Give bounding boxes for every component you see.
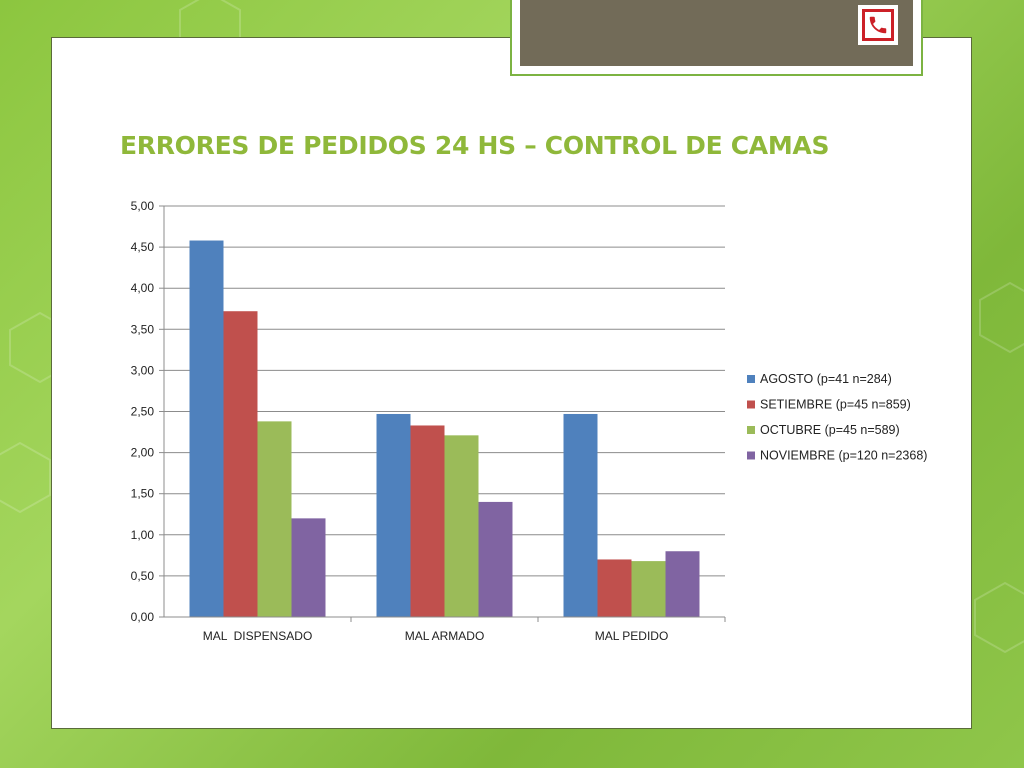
legend-swatch [747, 375, 755, 383]
header-tab [510, 0, 923, 76]
phone-logo-frame [862, 9, 894, 41]
header-bar [520, 0, 913, 66]
y-tick-label: 3,00 [131, 363, 155, 377]
y-tick-label: 1,00 [131, 528, 155, 542]
bar [563, 413, 598, 617]
legend-swatch [747, 426, 755, 434]
x-tick-label: MAL DISPENSADO [203, 629, 313, 643]
y-tick-label: 0,00 [131, 610, 155, 624]
y-tick-label: 1,50 [131, 487, 155, 501]
y-tick-label: 4,50 [131, 240, 155, 254]
x-tick-label: MAL ARMADO [405, 629, 485, 643]
bar [410, 425, 445, 617]
legend-label: OCTUBRE (p=45 n=589) [760, 423, 900, 437]
bar [376, 413, 411, 617]
bar [444, 435, 479, 617]
bar [665, 551, 700, 617]
legend-label: SETIEMBRE (p=45 n=859) [760, 398, 911, 412]
legend-label: NOVIEMBRE (p=120 n=2368) [760, 449, 927, 463]
x-tick-label: MAL PEDIDO [595, 629, 669, 643]
bar [597, 559, 632, 617]
legend-label: AGOSTO (p=41 n=284) [760, 372, 892, 386]
axes: 0,00 0,50 1,00 1,50 2,00 2,50 3,00 3,50 4,00 4,50… [131, 199, 726, 643]
legend-swatch [747, 400, 755, 409]
bar [478, 501, 513, 617]
bar [631, 561, 666, 617]
slide-title: ERRORES DE PEDIDOS 24 HS – CONTROL DE CA… [120, 131, 830, 160]
bar [257, 421, 292, 617]
bar [189, 240, 224, 618]
bar [223, 311, 258, 617]
y-tick-label: 2,00 [131, 446, 155, 460]
y-tick-label: 0,50 [131, 569, 155, 583]
y-tick-label: 5,00 [131, 199, 155, 213]
phone-icon [869, 16, 887, 34]
y-tick-label: 2,50 [131, 405, 155, 419]
legend: AGOSTO (p=41 n=284) SETIEMBRE (p=45 n=859… [747, 372, 927, 463]
phone-logo [858, 5, 898, 45]
legend-swatch [747, 451, 755, 460]
y-tick-label: 3,50 [131, 322, 155, 336]
bar [291, 518, 326, 617]
y-tick-label: 4,00 [131, 281, 155, 295]
bars [189, 240, 700, 618]
